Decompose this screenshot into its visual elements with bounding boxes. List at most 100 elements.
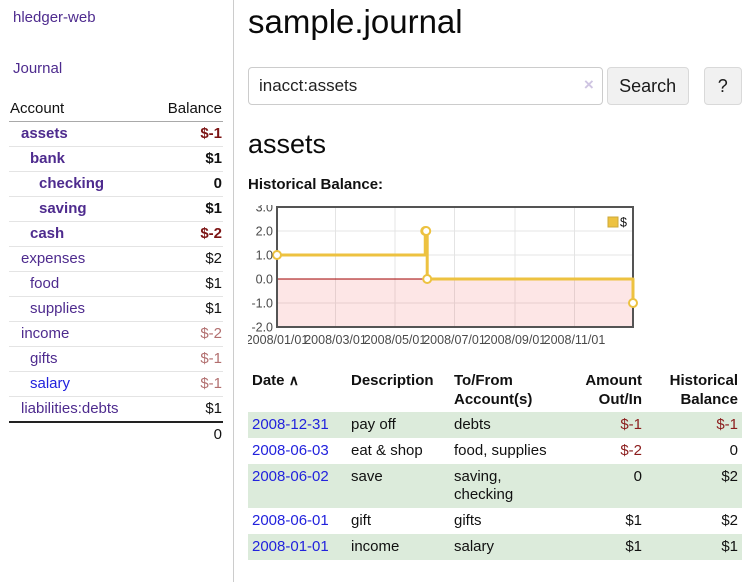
register-accounts: food, supplies: [454, 442, 547, 459]
account-link[interactable]: expenses: [21, 250, 86, 267]
accounts-header-balance: Balance: [150, 97, 223, 122]
account-balance: 0: [150, 171, 223, 197]
svg-text:3.0: 3.0: [256, 205, 273, 215]
register-balance: $2: [646, 464, 742, 508]
account-link[interactable]: checking: [39, 175, 105, 192]
table-row[interactable]: 2008-06-02 save saving, checking 0 $2: [248, 464, 742, 508]
account-balance: $-1: [150, 371, 223, 397]
app-brand-link[interactable]: hledger-web: [13, 9, 96, 26]
table-row[interactable]: 2008-06-01 gift gifts $1 $2: [248, 508, 742, 534]
sidebar: hledger-web Journal Account Balance asse…: [0, 0, 234, 582]
register-date-link[interactable]: 2008-06-02: [252, 468, 329, 485]
account-link[interactable]: income: [21, 325, 70, 342]
register-accounts: debts: [450, 412, 562, 438]
register-amount: $1: [625, 512, 642, 529]
historical-balance-chart[interactable]: $3.0 2.0 1.0 0.0 -1.0 -2.0 2008/01/01 2008/03/0…: [248, 205, 646, 352]
account-row: expenses $2: [9, 246, 223, 272]
account-heading: assets: [248, 129, 327, 159]
register-balance: $-1: [646, 412, 742, 438]
svg-text:2.0: 2.0: [256, 225, 273, 239]
account-link[interactable]: food: [30, 275, 60, 292]
accounts-table: Account Balance assets $-1 bank $1 checking 0…: [9, 97, 223, 447]
svg-text:$: $: [620, 216, 627, 230]
register-date-link[interactable]: 2008-12-31: [252, 416, 329, 433]
accounts-total-balance: 0: [150, 421, 223, 447]
account-balance: $-1: [150, 346, 223, 372]
search-button[interactable]: Search: [606, 67, 689, 105]
accounts-total-row: 0: [9, 421, 223, 447]
register-amount: $-1: [562, 412, 646, 438]
register-balance: $2: [721, 512, 738, 529]
table-row[interactable]: 2008-12-31 pay off debts $-1 $-1: [248, 412, 742, 438]
register-table: Date ∧ Description To/From Account(s) Am…: [248, 368, 742, 560]
account-row: gifts $-1: [9, 346, 223, 372]
account-balance: $-2: [150, 221, 223, 247]
account-row: saving $1: [9, 196, 223, 222]
register-amount: $-2: [620, 442, 642, 459]
register-date-link[interactable]: 2008-01-01: [252, 538, 329, 555]
register-date-link[interactable]: 2008-06-01: [252, 512, 329, 529]
account-row: cash $-2: [9, 221, 223, 247]
clear-search-icon[interactable]: ×: [583, 75, 594, 94]
table-row[interactable]: 2008-01-01 income salary $1 $1: [248, 534, 742, 560]
main-content: sample.journal × Search ? assets Histori…: [248, 0, 742, 560]
account-link[interactable]: salary: [30, 375, 71, 392]
register-accounts: gifts: [454, 512, 482, 529]
accounts-table-header: Account Balance: [9, 97, 223, 122]
register-table-header: Date ∧ Description To/From Account(s) Am…: [248, 368, 742, 412]
account-link[interactable]: liabilities:debts: [21, 400, 119, 417]
svg-text:0.0: 0.0: [256, 273, 273, 287]
col-header-balance: Historical Balance: [669, 372, 738, 408]
account-balance: $2: [150, 246, 223, 272]
svg-text:2008/09/01: 2008/09/01: [484, 333, 547, 347]
register-accounts: salary: [450, 534, 562, 560]
svg-text:2008/05/01: 2008/05/01: [364, 333, 427, 347]
register-date-link[interactable]: 2008-06-03: [252, 442, 329, 459]
svg-text:-1.0: -1.0: [251, 297, 273, 311]
account-link[interactable]: assets: [21, 125, 68, 142]
register-description: save: [347, 464, 450, 508]
account-link[interactable]: gifts: [30, 350, 58, 367]
account-link[interactable]: saving: [39, 200, 87, 217]
register-amount: 0: [562, 464, 646, 508]
account-balance: $-2: [150, 321, 223, 347]
help-button[interactable]: ?: [703, 67, 742, 105]
account-row: liabilities:debts $1: [9, 396, 223, 423]
account-row: salary $-1: [9, 371, 223, 397]
account-balance: $1: [150, 271, 223, 297]
account-row: assets $-1: [9, 121, 223, 147]
account-balance: $1: [150, 296, 223, 322]
account-row: supplies $1: [9, 296, 223, 322]
account-row: food $1: [9, 271, 223, 297]
accounts-header-account: Account: [9, 97, 151, 122]
svg-text:1.0: 1.0: [256, 249, 273, 263]
table-row[interactable]: 2008-06-03 eat & shop food, supplies $-2 0: [248, 438, 742, 464]
account-balance: $1: [150, 146, 223, 172]
search-bar: × Search ?: [248, 67, 742, 105]
register-description: eat & shop: [351, 442, 423, 459]
col-header-amount: Amount Out/In: [585, 372, 642, 408]
svg-text:2008/11/01: 2008/11/01: [544, 333, 606, 347]
account-row: income $-2: [9, 321, 223, 347]
register-balance: $1: [646, 534, 742, 560]
svg-text:2008/03/01: 2008/03/01: [304, 333, 367, 347]
account-row: bank $1: [9, 146, 223, 172]
col-header-date[interactable]: Date ∧: [252, 372, 299, 389]
page-title: sample.journal: [248, 3, 463, 40]
account-row: checking 0: [9, 171, 223, 197]
register-balance: 0: [729, 442, 738, 459]
sidebar-item-journal[interactable]: Journal: [13, 60, 63, 77]
search-input[interactable]: [248, 67, 603, 105]
register-accounts: saving, checking: [450, 464, 562, 508]
svg-text:-2.0: -2.0: [251, 321, 273, 335]
account-link[interactable]: supplies: [30, 300, 86, 317]
col-header-description: Description: [351, 372, 434, 389]
svg-text:2008/01/01: 2008/01/01: [248, 333, 308, 347]
account-balance: $-1: [150, 121, 223, 147]
register-amount: $1: [562, 534, 646, 560]
chart-title: Historical Balance:: [248, 176, 384, 193]
account-balance: $1: [150, 196, 223, 222]
svg-text:2008/07/01: 2008/07/01: [423, 333, 486, 347]
account-link[interactable]: bank: [30, 150, 66, 167]
account-link[interactable]: cash: [30, 225, 65, 242]
